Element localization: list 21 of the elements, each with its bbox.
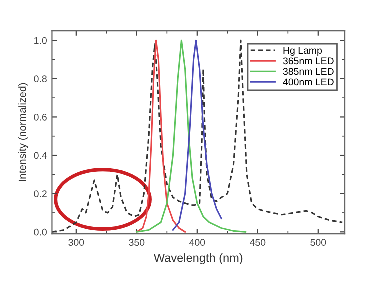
y-tick-label: 0.4: [34, 152, 48, 160]
legend-label: 385nm LED: [283, 68, 334, 76]
legend-label: 400nm LED: [283, 78, 334, 86]
line-series: [136, 40, 247, 233]
legend-label: 365nm LED: [283, 58, 334, 65]
line-series: [136, 40, 186, 233]
legend-label: Hg Lamp: [284, 47, 322, 56]
x-tick-label: 450: [250, 239, 266, 246]
y-axis-title: Intensity (normalized): [18, 83, 28, 182]
y-tick-label: 1.0: [34, 37, 47, 44]
y-tick-label: 0.6: [34, 114, 47, 121]
x-tick-label: 350: [129, 239, 145, 246]
x-tick-label: 400: [190, 239, 206, 246]
y-tick-label: 0.8: [34, 76, 47, 83]
x-axis-title: Wavelength (nm): [154, 254, 243, 265]
x-tick-label: 300: [68, 239, 84, 246]
y-tick-label: 0.2: [34, 190, 47, 198]
line-series: [172, 40, 222, 231]
x-tick-label: 500: [310, 239, 326, 246]
y-tick-label: 0.0: [34, 228, 47, 236]
line-series: [52, 40, 344, 233]
